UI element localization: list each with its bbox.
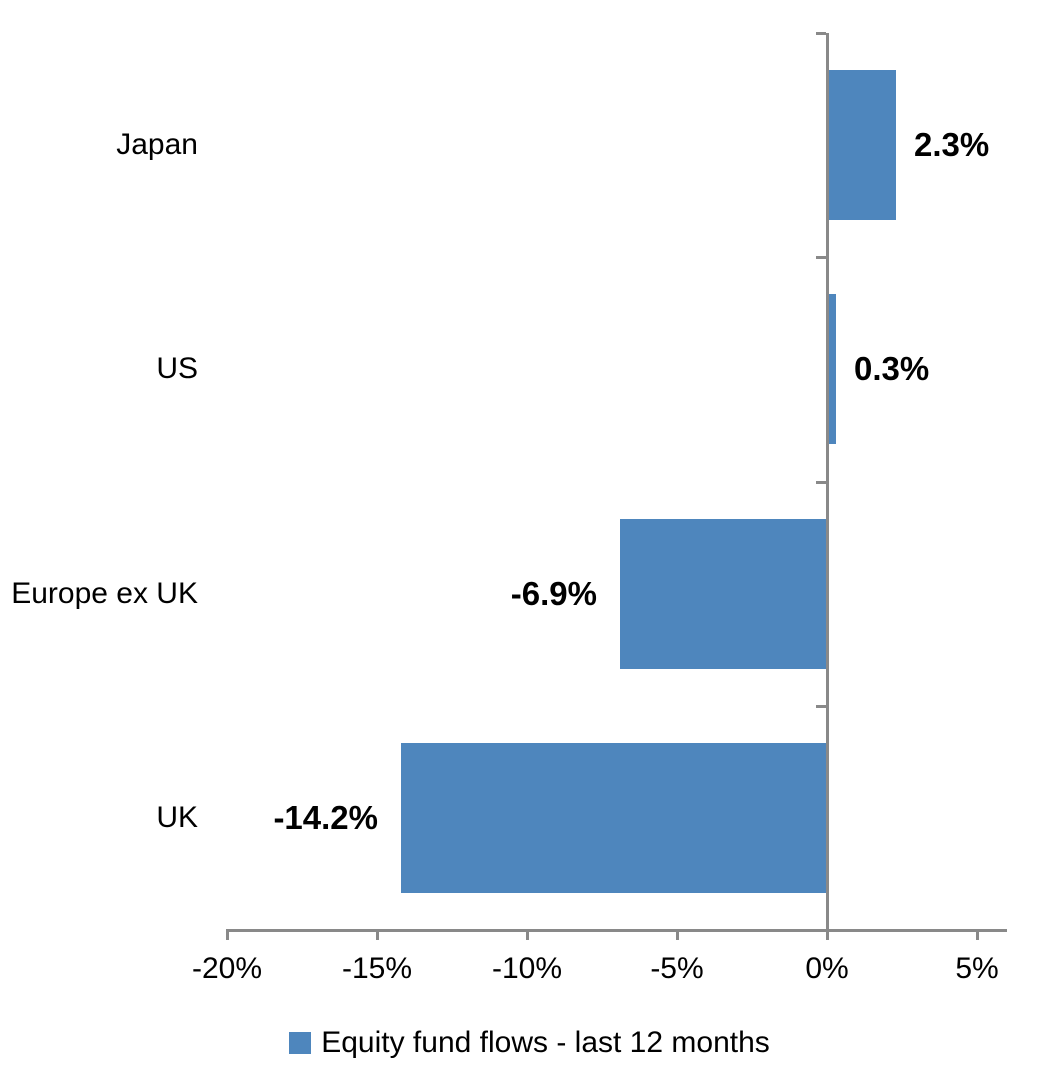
category-tick [816,704,826,708]
value-tick [226,929,229,940]
category-tick [816,32,826,35]
value-tick [826,929,829,940]
category-tick [816,256,826,260]
value-tick [676,929,679,940]
value-tick-label: 0% [805,952,849,985]
value-tick [526,929,529,940]
bar-us [827,294,836,445]
legend: Equity fund flows - last 12 months [0,1026,1059,1060]
value-label-japan: 2.3% [914,126,990,164]
value-label-uk: -14.2% [273,798,378,836]
legend-label: Equity fund flows - last 12 months [321,1026,770,1059]
value-tick-label: -10% [491,952,563,985]
category-label-japan: Japan [116,128,198,162]
value-tick-label: -5% [650,952,704,985]
value-tick [376,929,379,940]
bar-uk [401,742,827,893]
bar-japan [827,70,896,221]
value-axis-line [227,929,1007,932]
value-tick [976,929,979,940]
value-label-us: 0.3% [854,350,930,388]
category-label-uk: UK [156,800,198,834]
value-label-europe-ex-uk: -6.9% [510,574,597,612]
legend-swatch-icon [289,1032,312,1054]
value-tick-label: -20% [191,952,263,985]
category-label-us: US [156,352,198,386]
category-tick [816,480,826,484]
bar-europe-ex-uk [620,518,827,669]
category-axis-line [826,33,829,930]
value-tick-label: -15% [341,952,413,985]
value-tick-label: 5% [955,952,999,985]
category-label-europe-ex-uk: Europe ex UK [11,576,198,610]
